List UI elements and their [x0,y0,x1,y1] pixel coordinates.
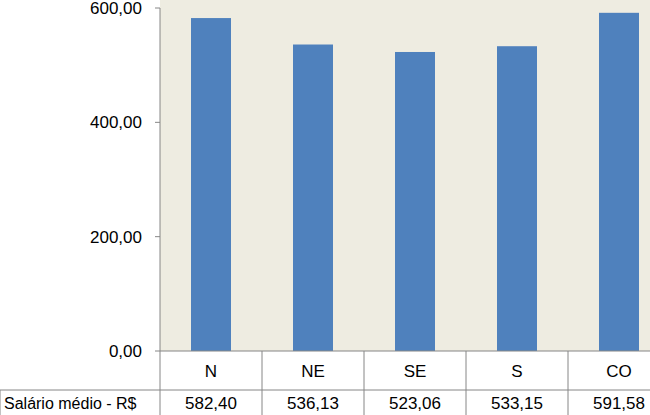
chart: 0,00 200,00 400,00 600,00 N NE SE S CO Salário mé… [0,0,650,415]
table-line [0,390,1,415]
table-value: 591,58 [593,394,645,413]
x-tick-label: SE [404,362,427,381]
bar [293,45,333,351]
bar [191,18,231,351]
bar [497,46,537,351]
table-line [364,351,365,415]
table-line [466,351,467,415]
x-tick-label: NE [301,362,325,381]
table-value: 523,06 [389,394,441,413]
table-value: 582,40 [185,394,237,413]
bars [191,13,639,351]
bar [599,13,639,351]
x-tick-label: CO [606,362,632,381]
y-tick [155,122,160,123]
y-tick [155,351,160,352]
x-tick-label: N [205,362,217,381]
table-line [262,351,263,415]
plot-background [160,0,650,351]
x-axis [160,351,650,352]
table-line [568,351,569,415]
y-tick-label: 200,00 [90,228,142,247]
table-line [0,390,650,391]
table-value: 533,15 [491,394,543,413]
y-tick [155,236,160,237]
y-axis [160,8,161,415]
y-tick-label: 0,00 [109,342,142,361]
table-row-label: Salário médio - R$ [4,395,137,412]
bar [395,52,435,351]
table-value: 536,13 [287,394,339,413]
y-tick-label: 600,00 [90,0,142,18]
x-tick-label: S [511,362,522,381]
y-tick [155,8,160,9]
y-tick-label: 400,00 [90,113,142,132]
